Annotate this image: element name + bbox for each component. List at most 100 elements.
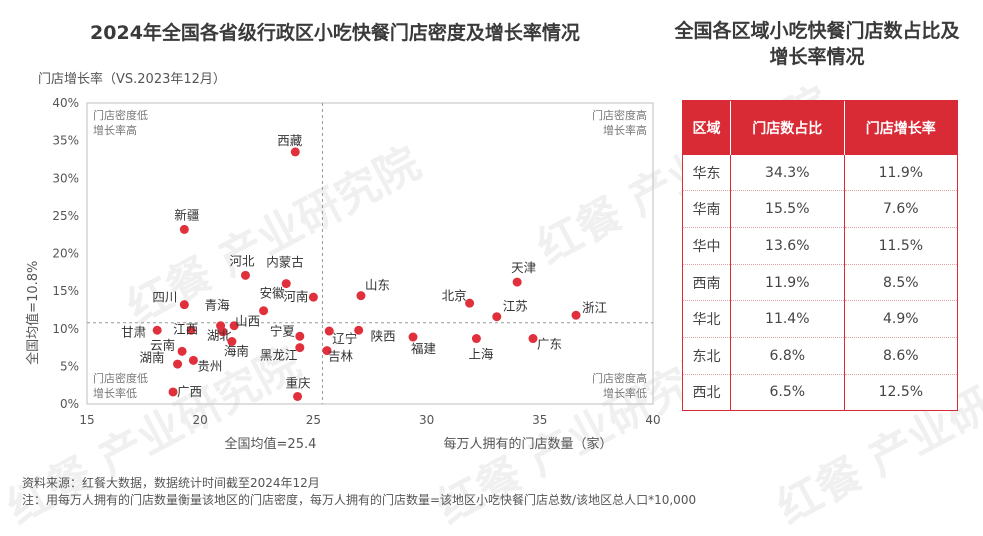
data-point-label: 云南 <box>150 337 175 352</box>
data-point-label: 宁夏 <box>270 323 296 338</box>
table-row: 东北 6.8% 8.6% <box>683 337 957 375</box>
quadrant-label-bottom-right: 门店密度高 <box>592 371 647 385</box>
data-point-label: 重庆 <box>286 375 312 390</box>
data-point <box>259 306 269 316</box>
table-cell-growth: 7.6% <box>844 190 957 229</box>
x-tick-label: 20 <box>193 413 208 427</box>
data-point-label: 安徽 <box>260 286 286 301</box>
table-cell-growth: 8.6% <box>844 337 957 375</box>
plot-frame <box>86 102 654 405</box>
footnote-note: 注：用每万人拥有的门店数量衡量该地区的门店密度，每万人拥有的门店数量=该地区小吃… <box>22 493 697 507</box>
data-point <box>179 300 189 310</box>
table-row: 西北 6.5% 12.5% <box>683 374 957 410</box>
data-point-label: 河南 <box>283 289 308 304</box>
x-tick-label: 35 <box>532 413 547 427</box>
table-row: 华南 15.5% 7.6% <box>683 190 957 229</box>
data-point <box>571 310 581 320</box>
table-row: 华中 13.6% 11.5% <box>683 227 957 265</box>
data-point-label: 上海 <box>468 347 494 362</box>
data-point-label: 西藏 <box>277 133 303 148</box>
quadrant-label-bottom-left: 增长率低 <box>93 386 137 400</box>
data-point-label: 黑龙江 <box>260 348 298 363</box>
data-point <box>354 325 364 335</box>
table-row: 华北 11.4% 4.9% <box>683 300 957 338</box>
y-tick-label: 20% <box>52 247 79 261</box>
quadrant-label-bottom-right: 增长率低 <box>603 386 647 400</box>
avg-x-label: 全国均值=25.4 <box>225 436 317 452</box>
y-tick-label: 40% <box>52 96 79 110</box>
data-point <box>295 331 305 341</box>
table-cell-share: 11.9% <box>730 264 845 302</box>
data-point <box>492 312 502 322</box>
data-point-label: 陕西 <box>371 328 396 343</box>
data-point-label: 山西 <box>235 314 260 329</box>
table-cell-region: 西南 <box>683 264 731 302</box>
data-point <box>408 332 418 342</box>
table-cell-share: 11.4% <box>730 300 845 338</box>
data-point <box>293 391 303 401</box>
chart-title: 2024年全国各省级行政区小吃快餐门店密度及增长率情况 <box>90 22 580 44</box>
scatter-chart: 0% 5% 10% 15% 20% 25% 30% 35% 40% 15 20 25 30 35 40 全国均… <box>25 96 661 452</box>
table-header-share: 门店数占比 <box>730 101 845 155</box>
table-header-region: 区域 <box>683 101 731 155</box>
table-cell-growth: 12.5% <box>878 384 924 401</box>
y-tick-label: 5% <box>60 359 79 373</box>
data-point-label: 青海 <box>205 298 231 313</box>
data-point <box>152 325 162 335</box>
data-point <box>295 343 305 353</box>
data-point-label: 北京 <box>442 288 467 303</box>
data-point <box>356 291 366 301</box>
data-point <box>240 270 250 280</box>
table-cell-region: 华南 <box>683 190 731 229</box>
x-tick-label: 15 <box>79 413 94 427</box>
table-title: 全国各区域小吃快餐门店数占比及增长率情况 <box>674 20 960 68</box>
table-cell-share: 13.6% <box>730 227 845 265</box>
y-tick-label: 25% <box>52 209 79 223</box>
data-point-label: 山东 <box>365 278 390 293</box>
data-point <box>324 326 334 336</box>
y-axis-title: 门店增长率（VS.2023年12月） <box>38 72 226 87</box>
table-cell-region: 西北 <box>683 374 731 410</box>
table-row: 西南 11.9% 8.5% <box>683 264 957 302</box>
data-point <box>471 334 481 344</box>
data-point <box>281 279 291 289</box>
data-point-label: 湖北 <box>207 328 233 343</box>
y-tick-label: 30% <box>52 171 79 185</box>
data-point-label: 四川 <box>152 290 177 305</box>
table-cell-share: 6.5% <box>730 374 845 410</box>
y-tick-label: 10% <box>52 322 79 336</box>
data-point-label: 海南 <box>224 344 249 359</box>
table-cell-region: 东北 <box>683 337 731 375</box>
data-point-label: 江苏 <box>503 299 528 314</box>
quadrant-label-bottom-left: 门店密度低 <box>93 371 148 385</box>
table-cell-share: 34.3% <box>730 155 845 192</box>
data-point-label: 吉林 <box>328 349 354 364</box>
data-point-label: 福建 <box>411 341 437 356</box>
data-point <box>227 337 237 347</box>
table-cell-growth: 11.5% <box>844 227 957 265</box>
x-axis-title: 每万人拥有的门店数量（家） <box>443 436 612 452</box>
data-point <box>173 359 183 369</box>
data-point <box>512 277 522 287</box>
data-point-label: 辽宁 <box>332 331 357 346</box>
data-point <box>528 334 538 344</box>
data-point <box>229 321 239 331</box>
quadrant-label-top-left: 门店密度低 <box>93 108 148 122</box>
quadrant-label-top-left: 增长率高 <box>93 123 137 137</box>
data-point-label: 河北 <box>229 253 255 268</box>
data-point-label: 湖南 <box>140 350 165 365</box>
table-cell-growth: 4.9% <box>844 300 957 338</box>
data-point <box>290 147 300 157</box>
region-table: 区域 门店数占比 门店增长率 华东 34.3% 11.9% 华南 15.5% 7.6% 华中… <box>682 100 958 411</box>
data-point <box>308 292 318 302</box>
data-point <box>465 298 475 308</box>
table-cell-share: 15.5% <box>730 190 845 229</box>
data-point-label: 江西 <box>173 321 198 336</box>
table-cell-region: 华东 <box>683 155 731 192</box>
x-tick-label: 30 <box>419 413 434 427</box>
data-point <box>218 327 228 337</box>
data-point <box>188 355 198 365</box>
x-tick-label: 25 <box>306 413 321 427</box>
data-point-label: 浙江 <box>582 300 607 315</box>
table-cell-growth: 11.9% <box>844 155 957 192</box>
